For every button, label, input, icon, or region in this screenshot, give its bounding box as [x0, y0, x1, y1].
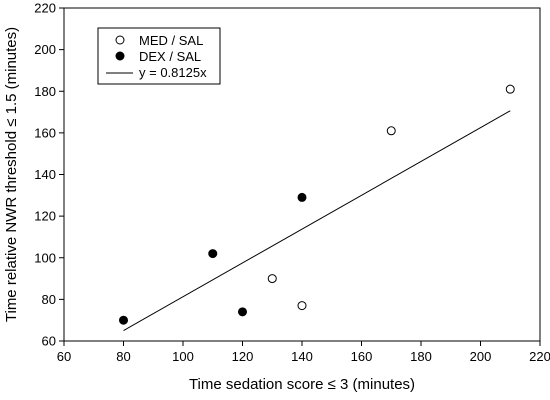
med-sal-point: [297, 301, 307, 311]
x-tick-label: 220: [529, 349, 550, 364]
med-sal-point: [386, 126, 396, 136]
x-tick-label: 200: [470, 349, 492, 364]
y-tick-label: 60: [42, 334, 56, 349]
y-tick-label: 200: [34, 42, 56, 57]
x-tick-label: 180: [410, 349, 432, 364]
data-points: [119, 84, 515, 325]
axis-ticks: 60 80 100 120 140 160 180 200 220 60 80 100 120 140 16…: [34, 1, 550, 365]
y-tick-label: 100: [34, 250, 56, 265]
legend-marker-med-sal: [115, 35, 125, 45]
y-axis-title: Time relative NWR threshold ≤ 1.5 (minut…: [3, 27, 20, 322]
x-tick-label: 160: [351, 349, 373, 364]
x-axis-title: Time sedation score ≤ 3 (minutes): [189, 376, 415, 393]
med-sal-point: [505, 84, 515, 94]
legend-marker-dex-sal: [115, 51, 125, 61]
y-tick-label: 80: [42, 292, 56, 307]
dex-sal-point: [119, 315, 128, 325]
legend-label-dex-sal: DEX / SAL: [139, 49, 201, 64]
dex-sal-point: [208, 249, 218, 259]
fit-line-group: [123, 110, 511, 332]
legend: MED / SAL DEX / SAL y = 0.8125x: [97, 27, 221, 85]
x-tick-label: 140: [291, 349, 313, 364]
dex-sal-point: [297, 192, 307, 202]
fit-line: [123, 110, 511, 332]
x-tick-label: 100: [172, 349, 194, 364]
x-tick-label: 60: [57, 349, 71, 364]
x-tick-label: 80: [116, 349, 130, 364]
x-tick-label: 120: [232, 349, 254, 364]
legend-label-fit: y = 0.8125x: [139, 65, 207, 80]
dex-sal-point: [238, 307, 247, 317]
y-tick-label: 180: [34, 84, 56, 99]
y-tick-label: 140: [34, 167, 56, 182]
y-tick-label: 160: [34, 125, 56, 140]
y-tick-label: 120: [34, 209, 56, 224]
y-tick-label: 220: [34, 1, 56, 16]
med-sal-point: [267, 274, 277, 284]
legend-label-med-sal: MED / SAL: [139, 33, 203, 48]
